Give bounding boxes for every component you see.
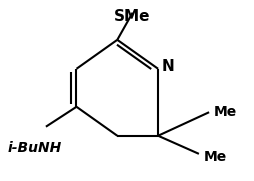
- Text: Me: Me: [213, 105, 236, 119]
- Text: Me: Me: [203, 150, 226, 165]
- Text: i-BuNH: i-BuNH: [8, 141, 62, 155]
- Text: SMe: SMe: [114, 9, 150, 24]
- Text: N: N: [161, 60, 174, 74]
